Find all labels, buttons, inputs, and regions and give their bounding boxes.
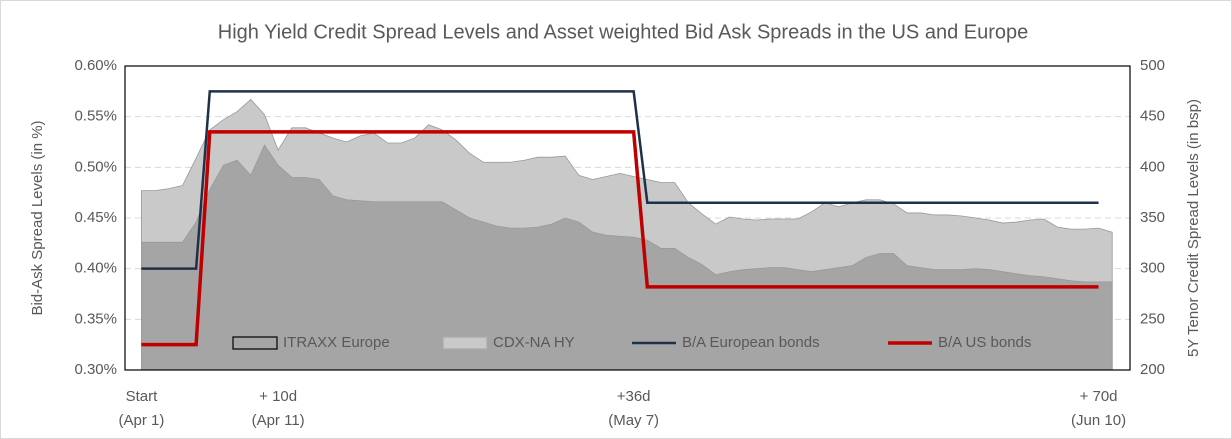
plot-border [124, 65, 1131, 371]
y-tick-label: 0.50% [74, 158, 117, 175]
y2-tick-label: 500 [1140, 57, 1165, 74]
line [141, 90, 1099, 270]
y2-tick-label: 350 [1140, 209, 1165, 226]
legend-label: ITRAXX Europe [283, 334, 390, 351]
y-tick-label: 0.60% [74, 57, 117, 74]
area [141, 144, 1113, 371]
y2-axis-label: 5Y Tenor Credit Spread Levels (in bsp) [1185, 99, 1202, 357]
legend-label: CDX-NA HY [493, 334, 575, 351]
x-tick-label: +36d (May 7) [608, 388, 660, 429]
legend-label: B/A European bonds [682, 334, 820, 351]
y-tick-label: 0.35% [74, 310, 117, 327]
y-tick-label: 0.30% [74, 361, 117, 378]
y-axis-label: Bid-Ask Spread Levels (in %) [29, 120, 46, 315]
y-tick-label: 0.55% [74, 108, 117, 125]
y2-tick-label: 250 [1140, 310, 1165, 327]
y-tick-label: 0.45% [74, 209, 117, 226]
y2-tick-label: 300 [1140, 260, 1165, 277]
legend-swatch [442, 336, 488, 350]
y2-tick-label: 200 [1140, 361, 1165, 378]
chart-title: High Yield Credit Spread Levels and Asse… [218, 21, 1029, 43]
y2-tick-label: 450 [1140, 108, 1165, 125]
line [141, 130, 1099, 347]
x-tick-label: + 70d (Jun 10) [1071, 388, 1127, 429]
legend-label: B/A US bonds [938, 334, 1031, 351]
y2-tick-label: 400 [1140, 158, 1165, 175]
x-tick-label: Start (Apr 1) [118, 388, 165, 429]
legend-swatch [232, 336, 278, 350]
y-tick-label: 0.40% [74, 260, 117, 277]
x-tick-label: + 10d (Apr 11) [251, 388, 305, 429]
